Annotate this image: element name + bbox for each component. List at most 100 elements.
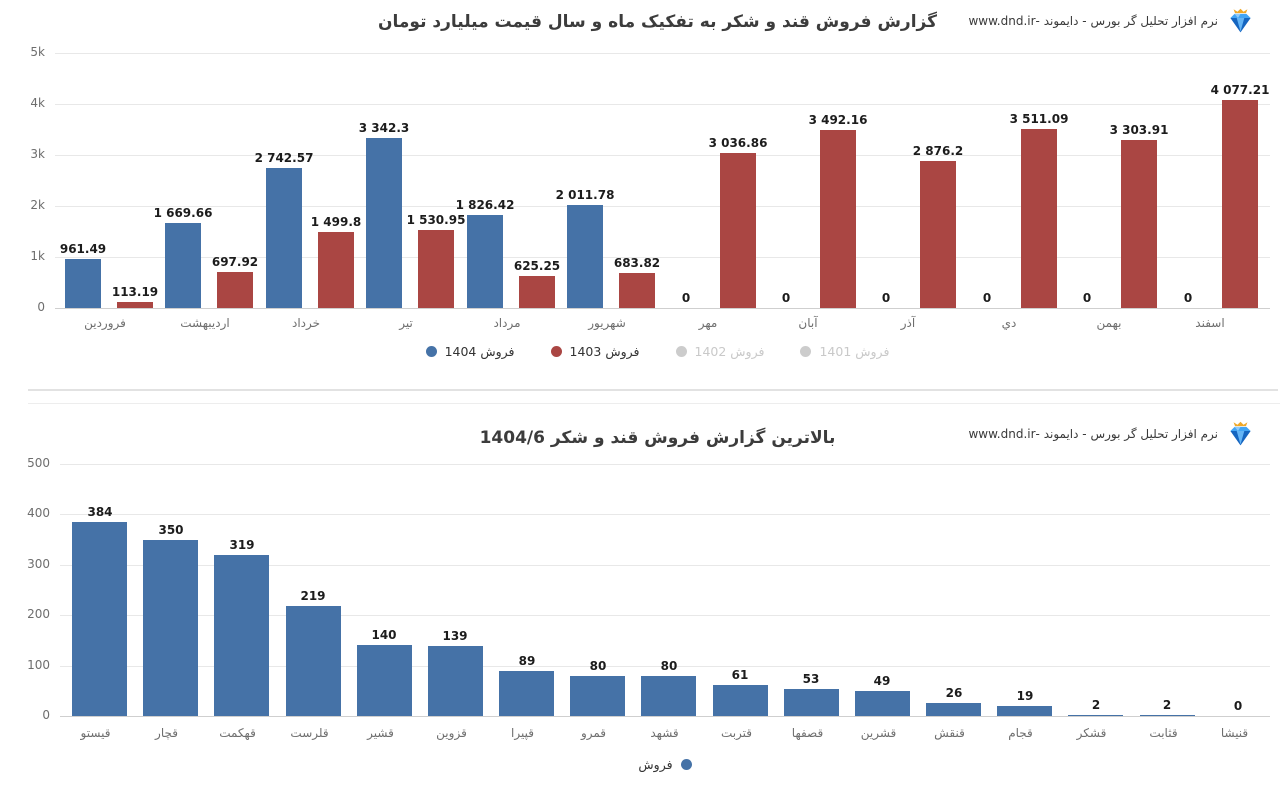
bar-value-label: 0 bbox=[681, 291, 691, 305]
x-axis-label: فروردین bbox=[84, 316, 126, 330]
bar[interactable] bbox=[1140, 715, 1195, 716]
grid-line bbox=[55, 206, 1270, 207]
bar-value-label: 0 bbox=[982, 291, 992, 305]
x-axis-label: تیر bbox=[399, 316, 413, 330]
x-axis-label: شهریور bbox=[588, 316, 626, 330]
legend-marker-icon bbox=[680, 759, 692, 770]
x-axis-label: قجام bbox=[1008, 726, 1033, 740]
bar[interactable] bbox=[713, 685, 768, 716]
bar[interactable] bbox=[855, 691, 910, 716]
x-axis-label: خرداد bbox=[291, 316, 321, 330]
bar-value-label: 319 bbox=[229, 538, 255, 552]
grid-line bbox=[60, 666, 1270, 667]
legend-item[interactable]: فروش 1404 bbox=[425, 344, 515, 359]
monthly-chart-title: گزارش فروش قند و شکر به تفکیک ماه و سال … bbox=[378, 12, 937, 32]
y-axis-label: 200 bbox=[27, 607, 50, 621]
bar[interactable] bbox=[1021, 129, 1057, 308]
bar-value-label: 350 bbox=[158, 523, 184, 537]
tickers-chart-legend: فروش bbox=[60, 757, 1270, 772]
section-divider bbox=[28, 389, 1278, 391]
y-axis-label: 100 bbox=[27, 658, 50, 672]
bar[interactable] bbox=[117, 302, 153, 308]
grid-line bbox=[60, 615, 1270, 616]
bar[interactable] bbox=[567, 205, 603, 308]
bar[interactable] bbox=[920, 161, 956, 308]
bar-value-label: 683.82 bbox=[613, 256, 661, 270]
bar-value-label: 0 bbox=[1233, 699, 1243, 713]
x-axis-label: قپیرا bbox=[511, 726, 534, 740]
bar[interactable] bbox=[1121, 140, 1157, 308]
bar-value-label: 53 bbox=[802, 672, 820, 686]
legend-label: فروش 1402 bbox=[694, 344, 765, 359]
bar[interactable] bbox=[72, 522, 127, 716]
tickers-chart-title: بالاترین گزارش فروش قند و شکر 1404/6 bbox=[479, 428, 836, 448]
bar[interactable] bbox=[318, 232, 354, 308]
bar-value-label: 139 bbox=[442, 629, 468, 643]
bar[interactable] bbox=[720, 153, 756, 308]
bar-value-label: 2 876.2 bbox=[912, 144, 964, 158]
x-axis-label: قشیر bbox=[367, 726, 394, 740]
bar[interactable] bbox=[997, 706, 1052, 716]
bar-value-label: 1 826.42 bbox=[455, 198, 515, 212]
grid-line bbox=[60, 464, 1270, 465]
bar[interactable] bbox=[784, 689, 839, 716]
bar-value-label: 140 bbox=[371, 628, 397, 642]
bar[interactable] bbox=[266, 168, 302, 308]
bar[interactable] bbox=[467, 215, 503, 308]
y-axis-label: 300 bbox=[27, 557, 50, 571]
legend-item[interactable]: فروش 1401 bbox=[800, 344, 889, 359]
bar-value-label: 2 bbox=[1162, 698, 1172, 712]
bar[interactable] bbox=[570, 676, 625, 716]
x-axis-label: مهر bbox=[698, 316, 718, 330]
legend-item[interactable]: فروش bbox=[638, 757, 692, 772]
bar[interactable] bbox=[1222, 100, 1258, 308]
legend-label: فروش 1404 bbox=[444, 344, 515, 359]
bar-value-label: 3 342.3 bbox=[358, 121, 410, 135]
x-axis-label: قمرو bbox=[580, 726, 607, 740]
bar[interactable] bbox=[214, 555, 269, 716]
bar-value-label: 0 bbox=[781, 291, 791, 305]
bar-value-label: 961.49 bbox=[59, 242, 107, 256]
bar[interactable] bbox=[165, 223, 201, 308]
bar-value-label: 0 bbox=[881, 291, 891, 305]
x-axis-label: قشرین bbox=[860, 726, 897, 740]
y-axis-label: 400 bbox=[27, 506, 50, 520]
bar-value-label: 697.92 bbox=[211, 255, 259, 269]
bar[interactable] bbox=[286, 606, 341, 716]
bar[interactable] bbox=[428, 646, 483, 716]
y-axis-label: 3k bbox=[30, 147, 45, 161]
x-axis-label: قچار bbox=[155, 726, 178, 740]
x-axis-label: آذر bbox=[900, 316, 916, 330]
x-axis-label: قنیشا bbox=[1220, 726, 1249, 740]
legend-item[interactable]: فروش 1403 bbox=[550, 344, 640, 359]
y-axis-label: 1k bbox=[30, 249, 45, 263]
bar[interactable] bbox=[1068, 715, 1123, 716]
bar[interactable] bbox=[619, 273, 655, 308]
legend-item[interactable]: فروش 1402 bbox=[675, 344, 765, 359]
brand: نرم افزار تحلیل گر بورس - دایموند -www.d… bbox=[968, 7, 1254, 34]
grid-line bbox=[60, 514, 1270, 515]
bar[interactable] bbox=[143, 540, 198, 716]
bar[interactable] bbox=[641, 676, 696, 716]
x-axis-line bbox=[60, 716, 1270, 717]
bar[interactable] bbox=[820, 130, 856, 308]
grid-line bbox=[60, 565, 1270, 566]
bar[interactable] bbox=[926, 703, 981, 716]
bar-value-label: 49 bbox=[873, 674, 891, 688]
bar[interactable] bbox=[217, 272, 253, 308]
legend-marker-icon bbox=[675, 346, 687, 357]
x-axis-label: قشهد bbox=[650, 726, 679, 740]
bar[interactable] bbox=[519, 276, 555, 308]
bar[interactable] bbox=[65, 259, 101, 308]
legend-label: فروش 1403 bbox=[569, 344, 640, 359]
bar[interactable] bbox=[499, 671, 554, 716]
monthly-chart-legend: فروش 1404 فروش 1403 فروش 1402 فروش 1401 bbox=[55, 344, 1260, 359]
bar[interactable] bbox=[357, 645, 412, 716]
bar-value-label: 219 bbox=[300, 589, 326, 603]
legend-marker-icon bbox=[800, 346, 812, 357]
bar[interactable] bbox=[418, 230, 454, 308]
legend-marker-icon bbox=[425, 346, 437, 357]
legend-label: فروش 1401 bbox=[819, 344, 890, 359]
bar[interactable] bbox=[366, 138, 402, 308]
